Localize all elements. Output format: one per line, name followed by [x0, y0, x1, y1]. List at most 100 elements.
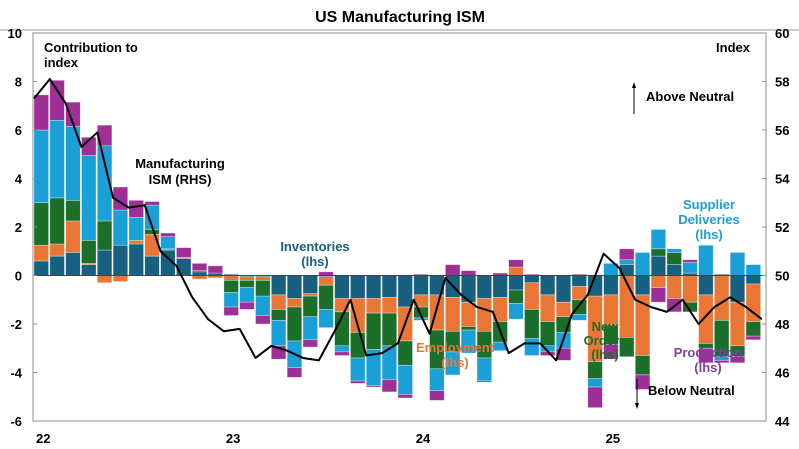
supplier-label-2: Deliveries — [678, 212, 739, 227]
bar-segment-employment — [381, 297, 398, 314]
bar-segment-employment — [476, 298, 492, 332]
left-tick-label: 4 — [15, 172, 23, 187]
bar-segment-inventories — [603, 275, 619, 296]
bar-segment-production — [302, 339, 318, 348]
bar-segment-production — [460, 270, 477, 276]
chart-title: US Manufacturing ISM — [315, 9, 485, 26]
inventories-label-2: (lhs) — [301, 254, 328, 269]
bar-segment-supplier-deliveries — [492, 341, 508, 351]
bar-segment-production — [429, 390, 445, 401]
right-tick-label: 44 — [775, 414, 790, 429]
bar-segment-employment — [286, 298, 303, 308]
bar-segment-supplier-deliveries — [112, 209, 129, 246]
bar-segment-new-orders — [223, 280, 239, 293]
bar-segment-new-orders — [96, 220, 113, 251]
bar-segment-supplier-deliveries — [128, 217, 144, 241]
bar-segment-production — [176, 247, 192, 258]
bar-segment-employment — [96, 275, 113, 284]
below-neutral-label: Below Neutral — [648, 383, 735, 398]
x-tick-label: 22 — [36, 431, 50, 446]
bar-segment-employment — [524, 282, 540, 310]
bar-segment-employment — [49, 243, 65, 257]
right-tick-label: 58 — [775, 75, 789, 90]
below-neutral-arrowhead — [635, 403, 639, 409]
bar-segment-supplier-deliveries — [429, 368, 445, 391]
bar-segment-inventories — [492, 275, 508, 298]
left-tick-label: -2 — [10, 317, 22, 332]
left-tick-label: 0 — [15, 269, 22, 284]
bar-segment-new-orders — [524, 309, 540, 339]
bar-segment-employment — [318, 276, 334, 286]
bar-segment-inventories — [334, 275, 350, 299]
bar-segment-inventories — [397, 275, 413, 308]
bar-segment-inventories — [191, 271, 208, 276]
bar-segment-production — [745, 335, 761, 341]
bar-segment-inventories — [81, 264, 97, 276]
bar-segment-production — [634, 374, 651, 390]
ism-label-2: ISM (RHS) — [149, 172, 212, 187]
x-tick-label: 23 — [226, 431, 240, 446]
bar-segment-employment — [460, 301, 477, 327]
bar-segment-new-orders — [381, 312, 398, 347]
bar-segment-production — [334, 351, 350, 356]
bar-segment-production — [381, 379, 398, 393]
inventories-label-1: Inventories — [280, 239, 349, 254]
left-tick-label: 8 — [15, 75, 22, 90]
bar-segment-inventories — [176, 258, 192, 276]
bar-segment-supplier-deliveries — [634, 252, 651, 276]
bar-segment-new-orders — [65, 200, 81, 222]
bar-segment-inventories — [413, 275, 429, 296]
bar-segment-employment — [445, 297, 461, 332]
bar-segment-employment — [223, 275, 239, 281]
bar-segment-supplier-deliveries — [445, 351, 461, 376]
bar-segment-production — [160, 232, 176, 237]
right-axis: 60 58 56 54 52 50 48 46 44 — [762, 26, 790, 429]
bar-segment-new-orders — [397, 340, 413, 366]
bar-segment-new-orders — [318, 284, 334, 310]
ism-label-1: Manufacturing — [135, 156, 225, 171]
right-axis-title: Index — [716, 40, 751, 55]
bar-segment-supplier-deliveries — [619, 259, 635, 265]
bar-segment-supplier-deliveries — [650, 229, 667, 250]
right-tick-label: 52 — [775, 220, 789, 235]
bar-segment-employment — [144, 233, 160, 257]
bar-segment-production — [729, 356, 746, 364]
bar-segment-employment — [239, 276, 255, 281]
bar-segment-inventories — [271, 275, 287, 296]
bar-segment-supplier-deliveries — [587, 378, 603, 388]
bar-segment-employment — [650, 275, 667, 288]
bar-segment-new-orders — [650, 248, 667, 257]
bar-segment-new-orders — [634, 355, 651, 376]
bar-segment-supplier-deliveries — [271, 320, 287, 347]
employment-label-2: (lhs) — [441, 355, 468, 370]
bar-segment-employment — [255, 276, 271, 281]
bar-segment-supplier-deliveries — [160, 236, 176, 250]
right-tick-label: 48 — [775, 317, 789, 332]
bar-segment-new-orders — [540, 321, 556, 347]
employment-label-1: Employment — [416, 340, 495, 355]
new-orders-label-2: Orders — [584, 333, 627, 348]
bar-segment-production — [33, 94, 49, 131]
bar-segment-employment — [65, 220, 81, 253]
bar-segment-new-orders — [365, 312, 382, 350]
bar-segment-new-orders — [745, 321, 761, 337]
bar-segment-production — [286, 367, 303, 378]
bar-segment-supplier-deliveries — [729, 252, 746, 276]
bar-segment-inventories — [698, 275, 714, 296]
bar-segment-supplier-deliveries — [33, 129, 49, 204]
bar-segment-supplier-deliveries — [508, 303, 524, 320]
bar-segment-production — [207, 265, 223, 274]
left-tick-label: 2 — [15, 220, 22, 235]
above-neutral-arrowhead — [632, 82, 636, 88]
bar-segment-production — [255, 315, 271, 325]
left-tick-label: -6 — [10, 414, 22, 429]
bar-segment-new-orders — [587, 361, 603, 379]
bar-segment-production — [365, 385, 382, 388]
bar-segment-employment — [112, 275, 129, 282]
bar-segment-production — [714, 360, 730, 364]
bar-segment-production — [650, 287, 667, 303]
bar-segment-production — [619, 248, 635, 261]
bar-segment-employment — [555, 301, 572, 318]
bar-segment-supplier-deliveries — [682, 261, 698, 274]
bar-segment-production — [476, 380, 492, 383]
